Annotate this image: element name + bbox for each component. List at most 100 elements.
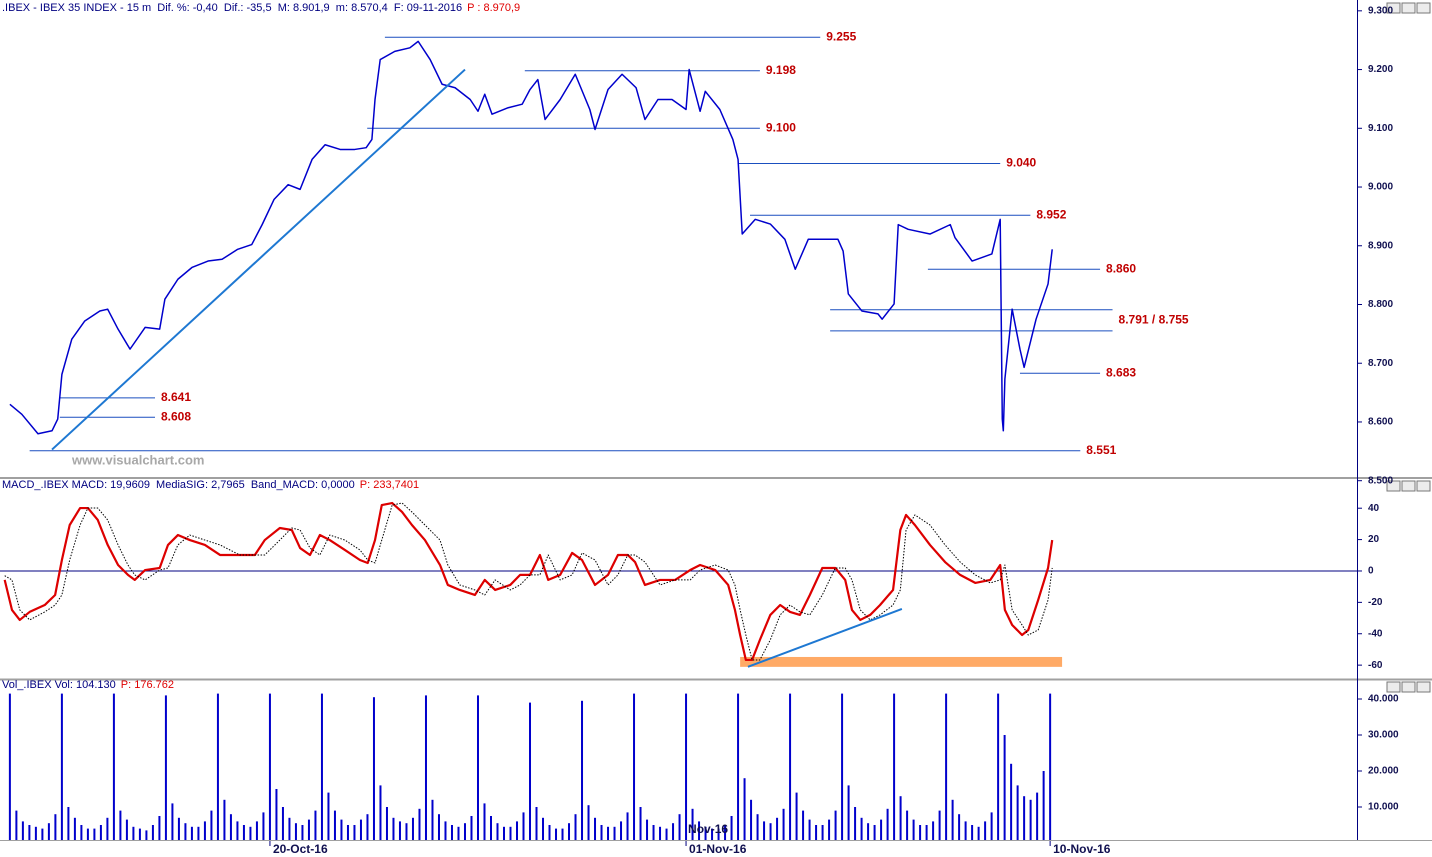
volume-bar bbox=[815, 825, 818, 840]
volume-bar bbox=[470, 816, 473, 840]
volume-bar bbox=[808, 819, 811, 840]
close-button[interactable] bbox=[1416, 480, 1431, 492]
volume-bar bbox=[340, 819, 343, 840]
close-button[interactable] bbox=[1416, 2, 1431, 14]
volume-bar bbox=[392, 817, 395, 840]
volume-bar bbox=[171, 803, 174, 840]
volume-bar bbox=[86, 828, 89, 840]
volume-bar bbox=[776, 817, 779, 840]
x-tick-label: 01-Nov-16 bbox=[689, 842, 747, 856]
y-tick-label: 0 bbox=[1368, 566, 1374, 577]
volume-bar bbox=[418, 808, 421, 840]
volume-bar bbox=[574, 814, 577, 840]
volume-bar bbox=[190, 826, 193, 840]
volume-bar bbox=[542, 817, 545, 840]
volume-bar bbox=[379, 785, 382, 840]
volume-bar bbox=[106, 817, 109, 840]
volume-bar bbox=[912, 819, 915, 840]
maximize-button[interactable] bbox=[1401, 2, 1416, 14]
maximize-button[interactable] bbox=[1401, 681, 1416, 693]
volume-bar bbox=[945, 693, 948, 840]
watermark: www.visualchart.com bbox=[71, 452, 204, 467]
header-last-price: P: 233,7401 bbox=[360, 479, 419, 491]
y-tick-label: 40 bbox=[1368, 503, 1380, 514]
volume-bar bbox=[444, 821, 447, 840]
volume-bar bbox=[372, 697, 375, 840]
close-button[interactable] bbox=[1416, 681, 1431, 693]
x-tick-label: 20-Oct-16 bbox=[273, 842, 328, 856]
volume-bar bbox=[320, 693, 323, 840]
volume-bar bbox=[964, 821, 967, 840]
y-tick-label: 20.000 bbox=[1368, 766, 1399, 777]
volume-bar bbox=[424, 695, 427, 840]
level-label: 8.641 bbox=[161, 390, 191, 404]
volume-bar bbox=[971, 825, 974, 840]
volume-bar bbox=[847, 785, 850, 840]
volume-bar bbox=[1042, 771, 1045, 840]
header-title: .IBEX - IBEX 35 INDEX - 15 m Dif. %: -0,… bbox=[2, 2, 462, 14]
level-label: 8.860 bbox=[1106, 261, 1136, 275]
volume-bar bbox=[743, 778, 746, 840]
volume-bar bbox=[288, 817, 291, 840]
trend-line bbox=[747, 608, 903, 668]
volume-bar bbox=[489, 816, 492, 840]
minimize-button[interactable] bbox=[1386, 681, 1401, 693]
volume-bar bbox=[750, 799, 753, 840]
y-tick-label: 8.800 bbox=[1368, 299, 1393, 310]
level-label: 8.791 / 8.755 bbox=[1119, 313, 1189, 327]
volume-bar bbox=[353, 825, 356, 840]
volume-bar bbox=[93, 828, 96, 840]
volume-bar bbox=[509, 826, 512, 840]
y-tick-label: 20 bbox=[1368, 534, 1380, 545]
y-tick-label: 9.200 bbox=[1368, 64, 1393, 75]
maximize-button[interactable] bbox=[1401, 480, 1416, 492]
volume-bar bbox=[639, 807, 642, 840]
volume-bar bbox=[411, 817, 414, 840]
volume-bar bbox=[555, 828, 558, 840]
volume-bar bbox=[984, 821, 987, 840]
month-label: Nov-16 bbox=[688, 822, 728, 836]
volume-bar bbox=[620, 821, 623, 840]
volume-bar bbox=[561, 828, 564, 840]
volume-bar bbox=[333, 810, 336, 840]
volume-bar bbox=[587, 805, 590, 840]
minimize-button[interactable] bbox=[1386, 480, 1401, 492]
volume-bar bbox=[15, 810, 18, 840]
level-label: 9.255 bbox=[826, 29, 856, 43]
volume-bar bbox=[1029, 799, 1032, 840]
volume-bar bbox=[678, 814, 681, 840]
volume-bar bbox=[854, 807, 857, 840]
panel bbox=[8, 693, 1052, 840]
volume-bar bbox=[476, 695, 479, 840]
volume-bar bbox=[262, 812, 265, 840]
volume-bar bbox=[301, 825, 304, 840]
volume-bar bbox=[880, 819, 883, 840]
volume-bar bbox=[737, 693, 740, 840]
minimize-button[interactable] bbox=[1386, 2, 1401, 14]
volume-bar bbox=[67, 807, 70, 840]
volume-bar bbox=[795, 792, 798, 840]
volume-bar bbox=[145, 830, 148, 840]
volume-bar bbox=[802, 810, 805, 840]
panel bbox=[0, 501, 1357, 668]
y-tick-label: 9.100 bbox=[1368, 123, 1393, 134]
panel-header: .IBEX - IBEX 35 INDEX - 15 m Dif. %: -0,… bbox=[2, 2, 520, 14]
volume-bar bbox=[977, 826, 980, 840]
level-label: 8.551 bbox=[1086, 443, 1116, 457]
volume-bar bbox=[346, 825, 349, 840]
header-last-price: P: 176.762 bbox=[121, 679, 174, 691]
volume-bar bbox=[483, 803, 486, 840]
volume-bar bbox=[925, 825, 928, 840]
volume-bar bbox=[210, 810, 213, 840]
header-title: Vol_.IBEX Vol: 104.130 bbox=[2, 679, 116, 691]
volume-bar bbox=[782, 808, 785, 840]
volume-bar bbox=[990, 812, 993, 840]
volume-bar bbox=[841, 693, 844, 840]
volume-bar bbox=[724, 825, 727, 840]
volume-bar bbox=[54, 814, 57, 840]
volume-bar bbox=[685, 693, 688, 840]
volume-bar bbox=[177, 817, 180, 840]
y-tick-label: 8.500 bbox=[1368, 475, 1393, 486]
level-label: 8.952 bbox=[1036, 207, 1066, 221]
